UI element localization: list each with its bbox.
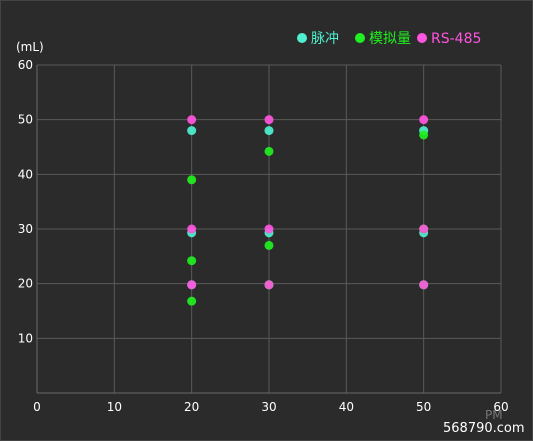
data-point-series-2 xyxy=(264,224,274,234)
data-point-series-2 xyxy=(419,115,429,125)
data-point-series-2 xyxy=(264,280,274,290)
legend-label-0: 脉冲 xyxy=(311,31,339,47)
data-point-series-1 xyxy=(264,240,274,250)
y-tick-label: 30 xyxy=(18,222,33,236)
data-point-series-1 xyxy=(187,175,197,185)
data-point-series-2 xyxy=(419,280,429,290)
x-tick-label: 50 xyxy=(416,400,431,414)
data-point-series-0 xyxy=(264,126,274,136)
y-tick-label: 40 xyxy=(18,167,33,181)
legend-marker-1 xyxy=(355,33,365,43)
legend-label-1: 模拟量 xyxy=(369,31,411,47)
data-point-series-2 xyxy=(187,224,197,234)
watermark-text: 568790.com xyxy=(443,421,525,436)
legend-label-2: RS-485 xyxy=(431,31,481,47)
data-point-series-1 xyxy=(187,256,197,266)
x-tick-label: 10 xyxy=(107,400,122,414)
y-tick-label: 50 xyxy=(18,113,33,127)
data-point-series-2 xyxy=(187,280,197,290)
x-tick-label: 40 xyxy=(339,400,354,414)
legend-marker-2 xyxy=(417,33,427,43)
x-tick-label: 0 xyxy=(33,400,41,414)
data-point-series-2 xyxy=(187,115,197,125)
data-point-series-2 xyxy=(264,115,274,125)
legend-marker-0 xyxy=(297,33,307,43)
data-point-series-0 xyxy=(187,126,197,136)
x-tick-label: 20 xyxy=(184,400,199,414)
data-point-series-2 xyxy=(419,224,429,234)
y-axis-unit-label: (mL) xyxy=(16,40,44,54)
x-tick-label: 30 xyxy=(261,400,276,414)
x-axis-unit-label: PM xyxy=(485,408,503,422)
y-tick-label: 10 xyxy=(18,331,33,345)
data-point-series-1 xyxy=(187,296,197,306)
data-point-series-1 xyxy=(264,146,274,156)
data-point-series-1 xyxy=(419,130,429,140)
y-tick-label: 60 xyxy=(18,58,33,72)
x-tick-label: 60 xyxy=(493,400,508,414)
y-tick-label: 20 xyxy=(18,277,33,291)
